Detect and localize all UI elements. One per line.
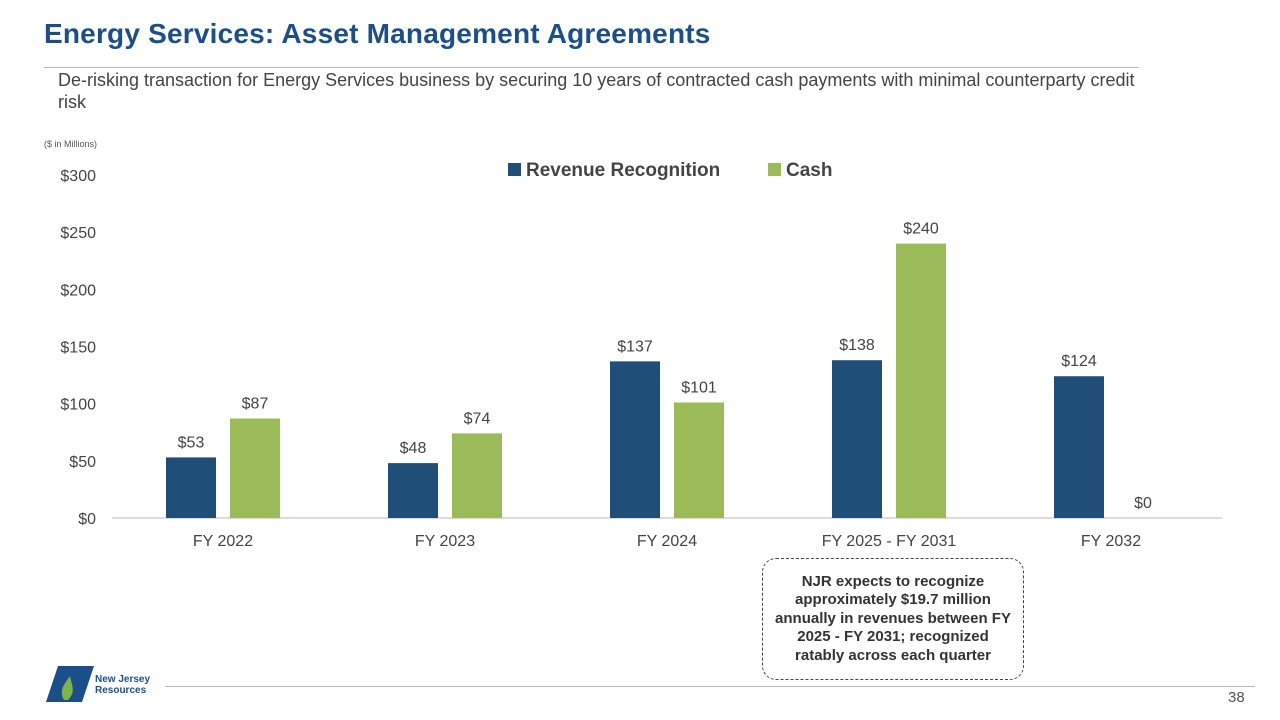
logo-line-2: Resources [95,685,147,696]
bar-revenue-recognition [1054,376,1104,518]
y-tick-label: $50 [69,454,96,471]
bar-revenue-recognition [388,463,438,518]
data-label: $240 [903,221,939,238]
data-label: $101 [681,380,717,397]
logo-wordmark: New Jersey Resources [95,674,150,696]
footer-divider [165,686,1255,687]
units-note: ($ in Millions) [44,139,98,149]
x-tick-label: FY 2025 - FY 2031 [822,533,957,550]
y-tick-label: $100 [60,397,96,414]
x-tick-label: FY 2032 [1081,533,1141,550]
legend-swatch-revenue [508,163,521,176]
bar-revenue-recognition [166,457,216,518]
y-tick-label: $250 [60,225,96,242]
data-label: $48 [400,440,427,457]
data-label: $53 [178,434,205,451]
flame-icon [61,676,73,700]
x-tick-label: FY 2023 [415,533,475,550]
y-tick-label: $200 [60,282,96,299]
data-label: $124 [1061,353,1097,370]
slide-title: Energy Services: Asset Management Agreem… [44,18,711,49]
y-tick-label: $150 [60,340,96,357]
legend-swatch-cash [768,163,781,176]
y-tick-label: $0 [78,511,96,528]
data-label: $74 [464,410,491,427]
legend-label: Cash [786,160,832,181]
legend-label: Revenue Recognition [526,160,720,181]
x-tick-label: FY 2022 [193,533,253,550]
callout-text: NJR expects to recognize approximately $… [775,572,1011,664]
data-label: $137 [617,338,653,355]
callout-box: NJR expects to recognize approximately $… [762,558,1024,680]
data-label: $0 [1134,495,1152,512]
page-number: 38 [1228,689,1245,706]
y-tick-label: $300 [60,168,96,185]
x-tick-label: FY 2024 [637,533,697,550]
data-label: $138 [839,337,875,354]
bar-revenue-recognition [832,360,882,518]
bar-cash [674,402,724,518]
bar-cash [230,418,280,518]
bar-revenue-recognition [610,361,660,518]
title-divider [44,67,1139,68]
bar-cash [452,433,502,518]
njr-logo [46,666,94,702]
logo-line-1: New Jersey [95,674,151,685]
bar-cash [896,243,946,518]
slide-subtitle: De-risking transaction for Energy Servic… [58,70,1135,112]
data-label: $87 [242,396,269,413]
